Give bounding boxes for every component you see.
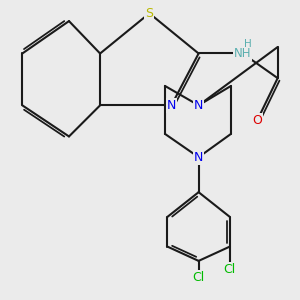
Text: NH: NH [234, 47, 251, 60]
Text: S: S [146, 7, 153, 20]
Text: Cl: Cl [224, 263, 236, 277]
Text: O: O [252, 114, 262, 128]
Text: N: N [194, 151, 203, 164]
Text: H: H [244, 39, 252, 49]
Text: Cl: Cl [193, 271, 205, 284]
Text: N: N [194, 99, 203, 112]
Text: N: N [167, 99, 176, 112]
